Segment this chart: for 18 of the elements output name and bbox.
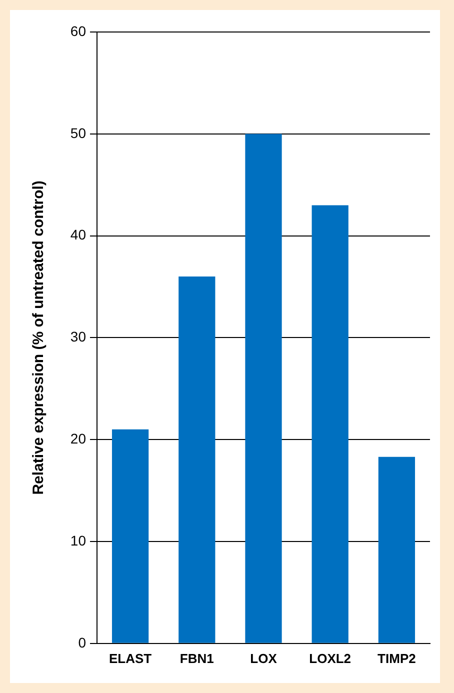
x-tick-label: FBN1	[180, 650, 214, 666]
y-tick-label: 0	[78, 634, 86, 650]
bar	[378, 456, 416, 643]
y-tick-label: 60	[70, 22, 86, 39]
bar	[112, 429, 149, 643]
y-tick-label: 50	[70, 124, 86, 141]
y-tick-label: 30	[70, 328, 86, 345]
x-tick-label: LOX	[250, 650, 278, 666]
bar	[312, 205, 348, 643]
y-tick-label: 20	[70, 430, 86, 446]
bar	[178, 276, 216, 643]
x-tick-label: ELAST	[108, 650, 152, 666]
y-tick-label: 10	[70, 532, 86, 548]
x-tick-label: LOXL2	[309, 650, 352, 666]
y-tick-label: 40	[70, 226, 86, 243]
bar	[245, 134, 282, 643]
x-tick-label: TIMP2	[378, 650, 416, 666]
y-axis-title: Relative expression (% of untreated control)	[30, 180, 48, 495]
